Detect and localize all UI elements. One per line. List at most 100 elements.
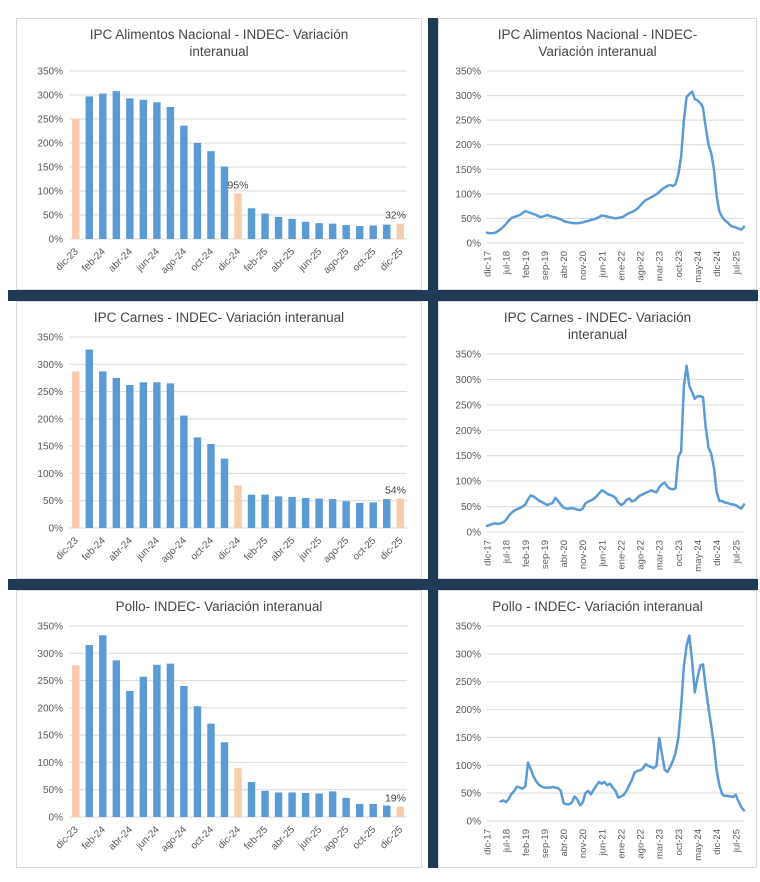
bar-ago-25 xyxy=(342,797,350,817)
axis-label: 250% xyxy=(37,114,63,125)
bar-feb-24 xyxy=(99,93,107,239)
axis-label: ago-24 xyxy=(159,246,189,276)
bar-abr-24 xyxy=(126,98,134,239)
bar-dic-24 xyxy=(234,767,242,817)
axis-label: 0% xyxy=(49,234,64,245)
bar-ago-24 xyxy=(180,415,188,528)
axis-label: oct-23 xyxy=(674,251,685,277)
bar-mar-24 xyxy=(112,377,121,528)
bar-ene-24 xyxy=(85,96,93,239)
bar-oct-25 xyxy=(369,803,377,817)
axis-label: sep-19 xyxy=(540,251,551,280)
alimentos-line-series xyxy=(485,90,746,235)
pollo-line-svg: 0% 50% 100% 150% 200% 250% 300% 350% dic-17 jul-1… xyxy=(455,621,746,861)
axis-label: 350% xyxy=(455,621,481,632)
bar-sep-25 xyxy=(355,502,364,528)
axis-label: 200% xyxy=(455,426,481,437)
axis-label: dic-17 xyxy=(483,251,494,277)
bar-jul-24 xyxy=(166,663,175,817)
axis-label: 150% xyxy=(37,731,63,742)
axis-label: jun-21 xyxy=(597,251,608,278)
axis-label: 150% xyxy=(455,451,481,462)
axis-label: jun-24 xyxy=(134,535,162,563)
axis-label: 300% xyxy=(37,360,63,371)
axis-label: ene-22 xyxy=(616,540,627,570)
axis-label: nov-20 xyxy=(578,829,589,858)
bar-dic-25 xyxy=(396,223,404,239)
bar-jun-24 xyxy=(153,664,161,817)
axis-label: abr-25 xyxy=(269,824,298,853)
alimentos-bar-svg: 0%50%100%150%200%250%300%350%dic-23 feb-2… xyxy=(37,66,407,276)
axis-label: ago-22 xyxy=(636,829,647,859)
bar-oct-24 xyxy=(207,150,215,239)
bar-ago-25 xyxy=(342,224,350,239)
axis-label: feb-19 xyxy=(521,829,532,856)
axis-label: mar-23 xyxy=(655,829,666,859)
axis-label: 200% xyxy=(455,140,481,151)
bar-may-24 xyxy=(139,382,148,528)
axis-label: dic-17 xyxy=(483,829,494,855)
bar-jul-24 xyxy=(166,106,175,239)
axis-label: 350% xyxy=(455,349,481,360)
axis-label: ago-24 xyxy=(159,535,189,565)
axis-label: ago-22 xyxy=(636,251,647,281)
axis-label: 300% xyxy=(37,649,63,660)
axis-label: dic-24 xyxy=(216,824,243,851)
axis-label: abr-24 xyxy=(107,824,136,853)
axis-label: jun-25 xyxy=(296,535,324,563)
axis-label: may-24 xyxy=(693,251,704,283)
axis-label: 350% xyxy=(455,66,481,77)
carnes-line-series xyxy=(485,364,746,527)
pollo-line-series xyxy=(499,634,746,812)
bar-mar-25 xyxy=(274,792,283,817)
axis-label: may-24 xyxy=(693,829,704,861)
axis-label: mar-23 xyxy=(655,251,666,281)
axis-label: 19% xyxy=(385,793,406,805)
axis-label: ago-22 xyxy=(636,540,647,570)
chart-title-pollo-bar: Pollo- INDEC- Variación interanual xyxy=(115,599,323,614)
bar-feb-25 xyxy=(261,494,269,528)
axis-label: dic-24 xyxy=(712,540,723,566)
axis-label: 100% xyxy=(455,476,481,487)
axis-label: 0% xyxy=(49,812,64,823)
bar-oct-24 xyxy=(207,443,215,528)
carnes-bar-chart: 0% 50% 100% 150% 200% 250% 300% 350% dic-23 feb-2… xyxy=(17,327,421,578)
carnes-bar-svg: 0%50%100%150%200%250%300%350%dic-23 feb-2… xyxy=(37,332,407,565)
axis-label: oct-23 xyxy=(674,540,685,566)
axis-label: 100% xyxy=(455,189,481,200)
axis-label: dic-23 xyxy=(54,246,81,273)
axis-label: ago-25 xyxy=(321,535,351,565)
axis-label: feb-25 xyxy=(242,824,270,852)
chart-title-carnes-line: IPC Carnes - INDEC- Variación interanual xyxy=(503,310,692,342)
axis-label: 350% xyxy=(37,332,63,343)
axis-label: nov-20 xyxy=(578,251,589,280)
axis-label: 300% xyxy=(455,649,481,660)
bar-ene-24 xyxy=(85,349,93,528)
axis-label: sep-19 xyxy=(540,540,551,569)
axis-label: oct-25 xyxy=(351,824,379,852)
bar-jul-25 xyxy=(328,498,337,528)
bar-sep-25 xyxy=(355,803,364,817)
axis-label: 150% xyxy=(455,733,481,744)
axis-label: 250% xyxy=(37,676,63,687)
bar-abr-24 xyxy=(126,384,134,528)
axis-label: 0% xyxy=(467,238,482,249)
axis-label: jun-21 xyxy=(597,540,608,567)
axis-label: abr-24 xyxy=(107,246,136,275)
axis-label: jun-21 xyxy=(597,829,608,856)
panel-pollo-line: Pollo - INDEC- Variación interanual 0% 50… xyxy=(438,590,757,868)
axis-label: oct-23 xyxy=(674,829,685,855)
alimentos-line-chart: 0% 50% 100% 150% 200% 250% 300% 350% dic-17 jul-1… xyxy=(439,61,756,289)
bar-feb-25 xyxy=(261,213,269,239)
axis-label: 300% xyxy=(37,90,63,101)
axis-label: 0% xyxy=(49,523,64,534)
bar-feb-24 xyxy=(99,371,107,528)
bar-nov-24 xyxy=(220,458,229,528)
axis-label: 95% xyxy=(227,179,248,191)
axis-label: 100% xyxy=(37,186,63,197)
axis-label: may-24 xyxy=(693,540,704,572)
bar-ene-25 xyxy=(247,494,256,528)
axis-label: jul-18 xyxy=(502,540,513,564)
axis-label: 100% xyxy=(455,761,481,772)
axis-label: dic-24 xyxy=(712,829,723,855)
